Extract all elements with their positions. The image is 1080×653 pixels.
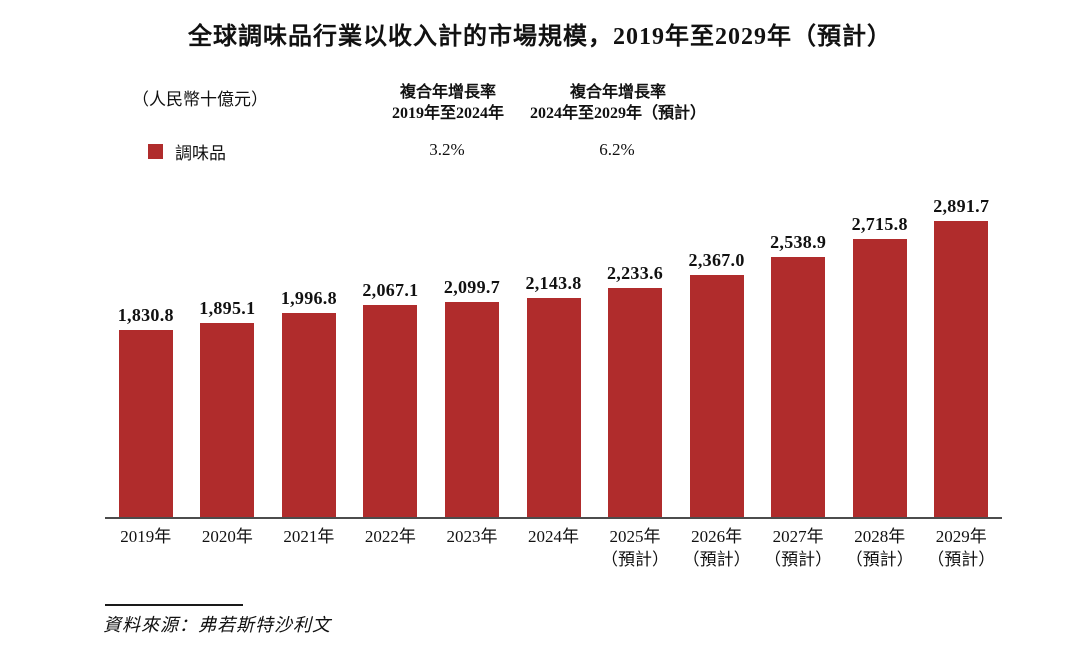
bar xyxy=(281,313,336,517)
cagr-header-line1: 複合年增長率 xyxy=(569,84,667,101)
bar xyxy=(118,330,173,517)
bar xyxy=(852,239,907,517)
bar-slot: 2,891.7 xyxy=(920,196,1002,517)
bars-row: 1,830.8 1,895.1 1,996.8 2,067.1 2,099.7 2,143… xyxy=(105,190,1002,519)
legend-swatch-icon xyxy=(148,144,163,159)
bar-slot: 2,067.1 xyxy=(350,280,432,517)
chart-title: 全球調味品行業以收入計的市場規模，2019年至2029年（預計） xyxy=(188,24,892,50)
bar xyxy=(200,323,255,517)
x-axis-label: 2020年 xyxy=(201,527,253,546)
bar xyxy=(526,298,581,517)
bar-value-label: 2,099.7 xyxy=(443,277,501,297)
bar-value-label: 1,996.8 xyxy=(280,288,337,308)
x-axis-label: 2026年 （預計） xyxy=(682,527,751,569)
bar xyxy=(934,221,989,517)
legend-label: 調味品 xyxy=(175,144,226,163)
cagr-header-2019-2024: 複合年增長率 2019年至2024年 xyxy=(392,82,504,124)
source-divider-line xyxy=(105,604,243,606)
bar-value-label: 2,143.8 xyxy=(525,273,582,293)
cagr-header-line1: 複合年增長率 xyxy=(399,84,497,101)
cagr-header-2024-2029: 複合年增長率 2024年至2029年（預計） xyxy=(530,82,706,124)
bar-slot: 1,895.1 xyxy=(187,298,269,517)
x-axis-label: 2028年 （預計） xyxy=(845,527,914,569)
bar xyxy=(771,257,826,517)
bar-slot: 2,715.8 xyxy=(839,214,921,517)
x-axis-label: 2025年 （預計） xyxy=(601,527,670,569)
bar-value-label: 2,233.6 xyxy=(607,263,664,283)
x-axis-label: 2021年 xyxy=(283,527,335,546)
legend: 調味品 xyxy=(148,139,226,164)
bar-value-label: 1,830.8 xyxy=(117,305,174,325)
bar-slot: 1,830.8 xyxy=(105,305,187,517)
bar-chart-plot-area: 1,830.8 1,895.1 1,996.8 2,067.1 2,099.7 2,143… xyxy=(105,190,1002,571)
unit-label: （人民幣十億元） xyxy=(132,90,268,109)
bar xyxy=(689,275,744,517)
cagr-header-line2: 2024年至2029年（預計） xyxy=(529,105,707,122)
bar-slot: 2,143.8 xyxy=(513,273,595,517)
x-axis-label: 2024年 xyxy=(528,527,579,546)
bar-slot: 2,367.0 xyxy=(676,250,758,517)
bar xyxy=(444,302,499,517)
bar-value-label: 2,067.1 xyxy=(362,280,419,300)
bar-slot: 2,099.7 xyxy=(431,277,513,517)
x-axis-label: 2023年 xyxy=(446,527,498,546)
x-axis-label: 2027年 （預計） xyxy=(764,527,833,569)
bar xyxy=(608,288,663,517)
bar-value-label: 2,715.8 xyxy=(851,214,908,234)
bar-value-label: 2,891.7 xyxy=(933,196,990,216)
bar-slot: 2,538.9 xyxy=(757,232,839,517)
bar-value-label: 2,367.0 xyxy=(688,250,745,270)
x-axis-label: 2029年 （預計） xyxy=(927,527,996,569)
bar-value-label: 2,538.9 xyxy=(770,232,827,252)
bar-slot: 1,996.8 xyxy=(268,288,350,517)
cagr-header-line2: 2019年至2024年 xyxy=(391,105,505,122)
x-axis-label: 2019年 xyxy=(120,527,172,546)
bar-slot: 2,233.6 xyxy=(594,263,676,517)
cagr-value-2019-2024: 3.2% xyxy=(429,140,465,159)
source-note: 資料來源：弗若斯特沙利文 xyxy=(103,615,331,635)
x-axis-labels-row: 2019年 2020年 2021年 2022年 2023年 2024年 2025年 （預計） 2… xyxy=(105,519,1002,571)
bar-value-label: 1,895.1 xyxy=(199,298,256,318)
x-axis-label: 2022年 xyxy=(364,527,416,546)
cagr-value-2024-2029: 6.2% xyxy=(599,140,635,159)
bar xyxy=(363,305,418,517)
